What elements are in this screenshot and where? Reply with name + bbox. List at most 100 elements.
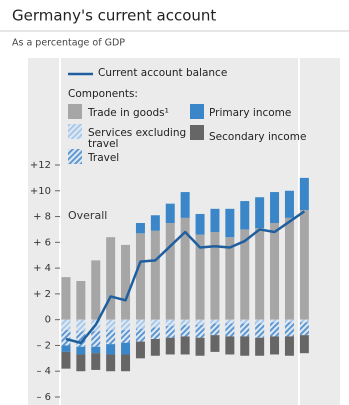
- bar-segment: [121, 319, 131, 330]
- y-tick-label: 0: [45, 315, 51, 326]
- bar-segment: [150, 319, 160, 328]
- bar-segment: [121, 244, 131, 320]
- bar-segment: [91, 353, 101, 370]
- bar-segment: [76, 319, 86, 332]
- bar-segment: [180, 192, 190, 218]
- bar-segment: [255, 228, 265, 320]
- y-tick-label: – 6: [36, 392, 51, 403]
- y-tick-label: +10: [30, 186, 51, 197]
- bar-segment: [299, 335, 309, 354]
- y-tick-label: – 2: [36, 340, 51, 351]
- bar-segment: [240, 201, 250, 230]
- bar-segment: [165, 319, 175, 327]
- bar-segment: [284, 319, 294, 323]
- bar-segment: [225, 323, 235, 337]
- bar-segment: [240, 319, 250, 324]
- annotation: Overall: [68, 209, 107, 222]
- bar-segment: [165, 326, 175, 338]
- legend-label: Trade in goods¹: [88, 107, 169, 119]
- legend-swatch: [190, 125, 204, 140]
- bar-segment: [195, 337, 205, 356]
- bar-segment: [210, 335, 220, 352]
- bar-segment: [195, 213, 205, 235]
- bar-segment: [180, 217, 190, 320]
- bar-segment: [299, 319, 309, 323]
- bar-segment: [61, 351, 71, 369]
- bar-segment: [76, 354, 86, 372]
- bar-segment: [255, 337, 265, 356]
- bar-segment: [106, 319, 116, 330]
- bar-segment: [106, 354, 116, 372]
- line-series: [65, 210, 306, 345]
- bar-segment: [91, 331, 101, 347]
- bar-segment: [150, 339, 160, 356]
- bar-segment: [240, 336, 250, 356]
- bar-segment: [135, 233, 145, 320]
- bar-segment: [180, 324, 190, 337]
- bar-segment: [195, 324, 205, 338]
- legend-label: Services excluding travel: [88, 127, 187, 150]
- bar-segment: [135, 328, 145, 342]
- bar-segment: [284, 322, 294, 337]
- bar-segment: [240, 323, 250, 337]
- bar-segment: [255, 197, 265, 229]
- bar-segment: [135, 222, 145, 234]
- bar-segment: [121, 342, 131, 355]
- bar-segment: [61, 329, 71, 346]
- y-tick-label: + 8: [33, 212, 51, 223]
- bar-segment: [255, 319, 265, 324]
- bar-segment: [165, 203, 175, 223]
- legend-label: Current account balance: [98, 67, 228, 79]
- bar-segment: [180, 336, 190, 355]
- bar-segment: [165, 222, 175, 320]
- chart-subtitle: As a percentage of GDP: [12, 38, 125, 49]
- y-tick-label: + 4: [33, 263, 51, 274]
- bar-segment: [121, 329, 131, 343]
- bar-segment: [270, 222, 280, 320]
- bar-segment: [299, 210, 309, 320]
- bar-segment: [210, 208, 220, 233]
- bar-segment: [210, 319, 220, 324]
- bar-segment: [299, 322, 309, 336]
- bar-segment: [210, 232, 220, 320]
- legend-label: Primary income: [209, 107, 292, 119]
- bar-segment: [150, 230, 160, 320]
- bar-segment: [76, 331, 86, 347]
- legend-swatch: [190, 104, 204, 119]
- bar-segment: [299, 177, 309, 211]
- bar-segment: [210, 323, 220, 336]
- legend-label: Travel: [88, 152, 120, 164]
- bar-segment: [76, 280, 86, 320]
- bar-segment: [61, 277, 71, 320]
- bar-segment: [195, 234, 205, 320]
- bar-segment: [150, 327, 160, 339]
- bar-segment: [255, 323, 265, 338]
- bar-segment: [284, 190, 294, 218]
- bar-segment: [121, 354, 131, 372]
- bar-segment: [135, 341, 145, 359]
- bar-segment: [61, 319, 71, 330]
- bar-segment: [91, 346, 101, 354]
- legend-label: Secondary income: [209, 131, 307, 143]
- legend-swatch: [68, 149, 82, 164]
- legend-title: Components:: [68, 88, 138, 100]
- bar-segment: [135, 319, 145, 329]
- y-tick-label: – 4: [36, 366, 51, 377]
- legend-swatch: [68, 124, 82, 139]
- bar-segment: [61, 345, 71, 352]
- bar-segment: [165, 337, 175, 355]
- bar-segment: [225, 319, 235, 324]
- y-tick-label: +12: [30, 160, 51, 171]
- bar-segment: [91, 260, 101, 320]
- bar-segment: [106, 329, 116, 345]
- bar-segment: [270, 319, 280, 323]
- bar-segment: [180, 319, 190, 325]
- y-tick-label: + 6: [33, 237, 51, 248]
- bar-segment: [270, 336, 280, 355]
- bar-segment: [76, 346, 86, 355]
- bar-segment: [106, 344, 116, 355]
- legend-swatch: [68, 104, 82, 119]
- bar-segment: [270, 322, 280, 337]
